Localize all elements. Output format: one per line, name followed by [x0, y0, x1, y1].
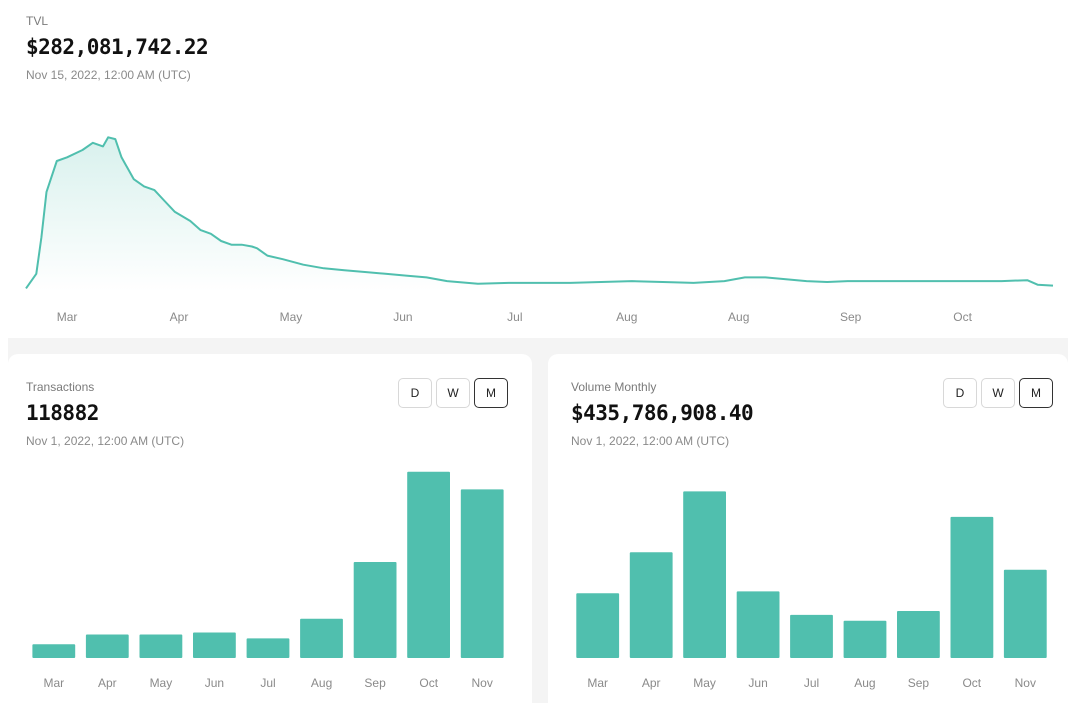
transactions-x-tick-label: Apr	[98, 676, 117, 690]
tvl-value: $282,081,742.22	[26, 35, 209, 59]
transactions-bar[interactable]	[300, 618, 343, 658]
tvl-x-tick-label: Oct	[953, 310, 972, 324]
volume-x-tick-label: May	[693, 676, 716, 690]
volume-date: Nov 1, 2022, 12:00 AM (UTC)	[571, 434, 730, 448]
transactions-value: 118882	[26, 401, 99, 425]
volume-x-tick-label: Nov	[1015, 676, 1036, 690]
volume-bar[interactable]	[897, 611, 940, 658]
transactions-date: Nov 1, 2022, 12:00 AM (UTC)	[26, 434, 185, 448]
transactions-x-tick-label: Aug	[311, 676, 332, 690]
transactions-label: Transactions	[26, 380, 95, 394]
volume-x-tick-label: Apr	[642, 676, 661, 690]
transactions-bar[interactable]	[353, 562, 397, 658]
transactions-day-button[interactable]: D	[398, 378, 432, 408]
tvl-x-tick-label: May	[280, 310, 303, 324]
volume-bar[interactable]	[576, 593, 620, 658]
tvl-x-tick-label: Aug	[616, 310, 637, 324]
tvl-x-tick-label: Mar	[57, 310, 78, 324]
volume-card: Volume Monthly $435,786,908.40 Nov 1, 20…	[548, 354, 1068, 703]
transactions-bar[interactable]	[139, 634, 183, 659]
tvl-date: Nov 15, 2022, 12:00 AM (UTC)	[26, 68, 191, 82]
transactions-x-tick-label: Sep	[364, 676, 386, 690]
transactions-chart: Mar Apr May Jun Jul Aug Sep Oct Nov	[32, 471, 504, 690]
volume-x-tick-label: Sep	[908, 676, 930, 690]
tvl-chart: Mar Apr May Jun Jul Aug Aug Sep Oct	[25, 136, 1054, 324]
transactions-week-button[interactable]: W	[436, 378, 470, 408]
volume-bar[interactable]	[683, 491, 726, 658]
volume-x-tick-label: Jul	[804, 676, 819, 690]
volume-week-button[interactable]: W	[981, 378, 1015, 408]
tvl-x-tick-label: Jul	[507, 310, 522, 324]
volume-day-button[interactable]: D	[943, 378, 977, 408]
transactions-bar[interactable]	[407, 471, 450, 658]
tvl-label: TVL	[26, 14, 49, 28]
tvl-series-line	[25, 136, 1054, 289]
volume-x-tick-label: Aug	[854, 676, 875, 690]
tvl-x-tick-label: Aug	[728, 310, 749, 324]
volume-x-tick-label: Jun	[748, 676, 767, 690]
volume-bar[interactable]	[629, 552, 673, 658]
tvl-x-tick-label: Apr	[170, 310, 189, 324]
transactions-bar[interactable]	[460, 489, 504, 658]
transactions-bar[interactable]	[246, 638, 290, 658]
volume-x-tick-label: Oct	[962, 676, 981, 690]
tvl-card: TVL $282,081,742.22 Nov 15, 2022, 12:00 …	[8, 0, 1068, 338]
volume-bar[interactable]	[843, 620, 887, 658]
transactions-card: Transactions 118882 Nov 1, 2022, 12:00 A…	[8, 354, 532, 703]
transactions-x-tick-label: Oct	[419, 676, 438, 690]
volume-bar[interactable]	[790, 614, 833, 658]
volume-bar[interactable]	[1003, 569, 1047, 658]
volume-x-tick-label: Mar	[587, 676, 608, 690]
transactions-x-tick-label: Jun	[205, 676, 224, 690]
volume-label: Volume Monthly	[571, 380, 657, 394]
transactions-month-button[interactable]: M	[474, 378, 508, 408]
tvl-x-tick-label: Sep	[840, 310, 862, 324]
volume-month-button[interactable]: M	[1019, 378, 1053, 408]
transactions-bar[interactable]	[85, 634, 129, 659]
transactions-bar[interactable]	[193, 632, 236, 659]
volume-value: $435,786,908.40	[571, 401, 754, 425]
volume-bar[interactable]	[736, 591, 780, 658]
transactions-bar[interactable]	[32, 644, 76, 658]
volume-interval-toggle: D W M	[943, 378, 1053, 408]
transactions-x-tick-label: Mar	[43, 676, 64, 690]
transactions-x-tick-label: Jul	[260, 676, 275, 690]
transactions-x-tick-label: Nov	[472, 676, 493, 690]
volume-bar[interactable]	[950, 516, 994, 658]
tvl-x-tick-label: Jun	[393, 310, 412, 324]
volume-chart: Mar Apr May Jun Jul Aug Sep Oct Nov	[576, 491, 1047, 690]
transactions-interval-toggle: D W M	[398, 378, 508, 408]
transactions-x-tick-label: May	[150, 676, 173, 690]
tvl-area-fill	[26, 137, 1053, 292]
